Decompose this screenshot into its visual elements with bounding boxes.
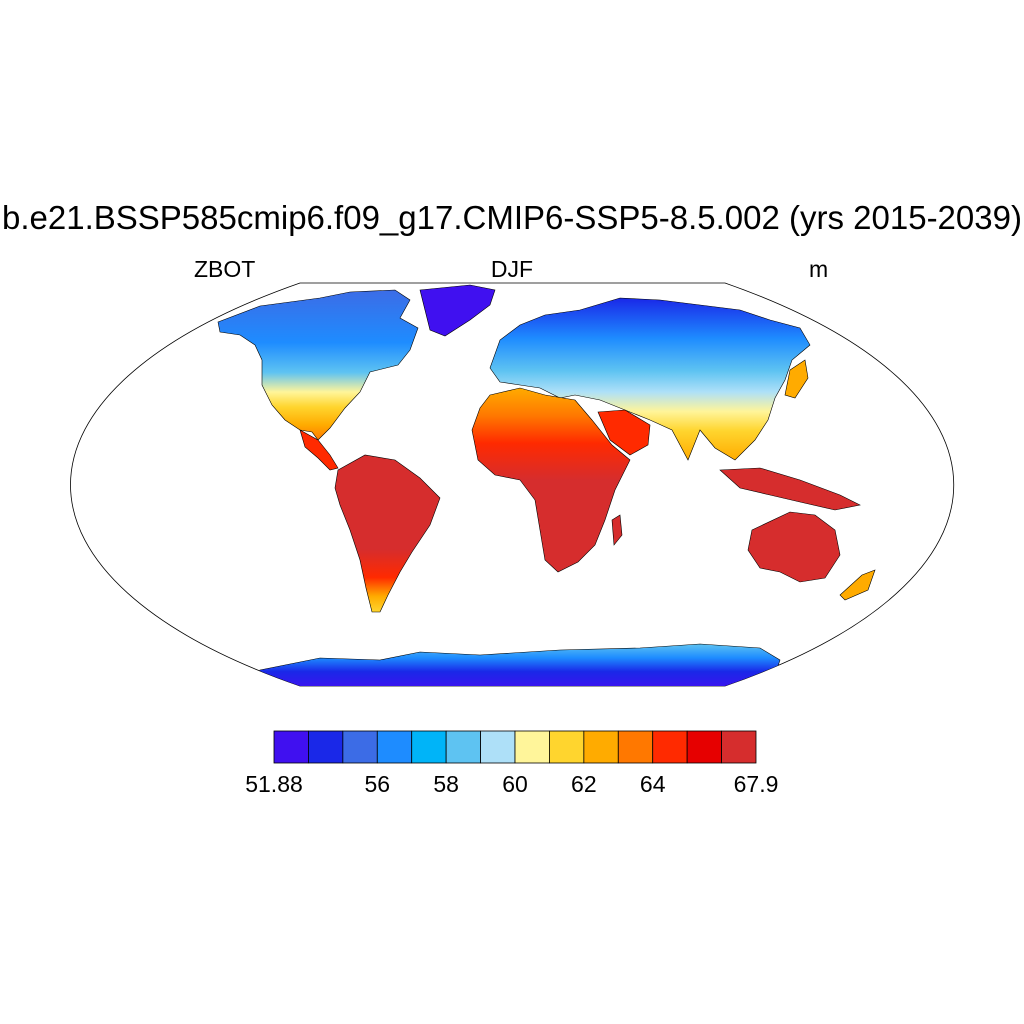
eurasia-land <box>489 297 811 461</box>
new-zealand-land <box>839 569 876 601</box>
field-name-label: ZBOT <box>194 256 256 282</box>
south-america-land <box>334 454 441 613</box>
colorbar-tick-label: 58 <box>433 771 459 797</box>
colorbar-tick-label: 62 <box>571 771 597 797</box>
colorbar-swatch <box>376 730 413 764</box>
colorbar-swatch <box>514 730 550 764</box>
greenland-land <box>419 284 496 337</box>
japan-land <box>784 359 809 399</box>
plot-title: b.e21.BSSP585cmip6.f09_g17.CMIP6-SSP5-8.… <box>2 199 1022 236</box>
colorbar-swatch <box>721 730 757 764</box>
season-label: DJF <box>490 256 534 282</box>
colorbar-swatch <box>617 730 654 764</box>
maritime-continent-land <box>719 467 861 511</box>
colorbar-swatch <box>342 730 378 764</box>
colorbar-tick-label: 51.88 <box>245 771 303 797</box>
africa-land <box>471 387 631 573</box>
central-america-land <box>299 429 339 471</box>
colorbar-swatch <box>652 730 688 764</box>
australia-land <box>747 511 841 583</box>
colorbar-swatch <box>686 730 722 764</box>
madagascar-land <box>611 514 623 546</box>
colorbar-swatch <box>411 730 447 764</box>
colorbar-tick-label: 60 <box>502 771 528 797</box>
colorbar-swatch <box>549 730 585 764</box>
colorbar-swatch <box>308 730 344 764</box>
colorbar-tick-label: 67.9 <box>733 771 779 797</box>
units-label: m <box>809 256 829 282</box>
colorbar-swatch <box>445 730 481 764</box>
colorbar-swatch <box>480 730 516 764</box>
colorbar-tick-label: 56 <box>364 771 391 797</box>
colorbar-swatch <box>583 730 619 764</box>
colorbar-swatch <box>273 730 309 764</box>
colorbar <box>273 730 757 764</box>
colorbar-tick-label: 64 <box>639 771 666 797</box>
north-america-land <box>217 289 419 441</box>
arabia-land <box>597 409 651 456</box>
antarctica-land <box>249 643 781 686</box>
